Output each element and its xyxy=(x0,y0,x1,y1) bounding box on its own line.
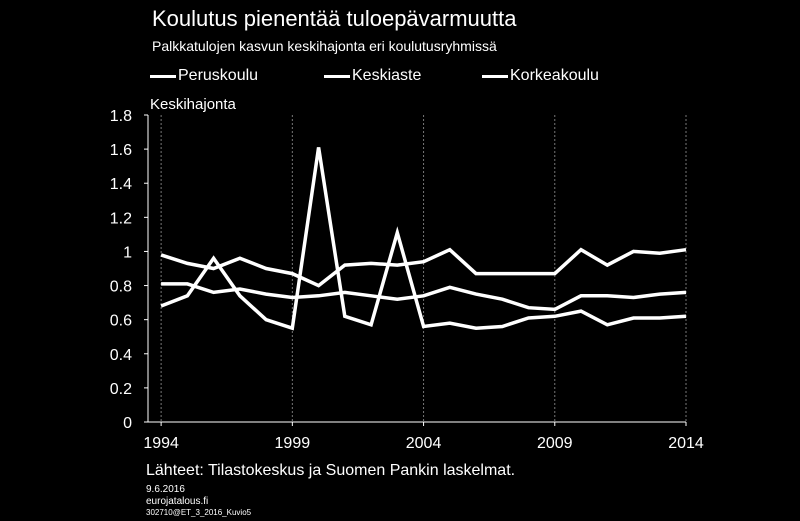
y-tick-label-1: 1 xyxy=(123,244,132,261)
legend-item-peruskoulu: Peruskoulu xyxy=(150,67,258,85)
figure-code: 302710@ET_3_2016_Kuvio5 xyxy=(146,508,252,517)
x-tick-label-2009: 2009 xyxy=(537,435,573,452)
legend-label-keskiaste: Keskiaste xyxy=(352,67,422,84)
publish-date: 9.6.2016 xyxy=(146,484,185,495)
site-name: eurojatalous.fi xyxy=(146,496,209,507)
y-axis-label: Keskihajonta xyxy=(150,96,236,113)
x-tick-label-2014: 2014 xyxy=(668,435,704,452)
x-tick-label-1994: 1994 xyxy=(143,435,179,452)
series-line-keskiaste xyxy=(161,282,687,312)
chart-subtitle: Palkkatulojen kasvun keskihajonta eri ko… xyxy=(152,38,497,54)
grid-lines xyxy=(160,115,687,422)
y-tick-label-0.2: 0.2 xyxy=(110,381,132,398)
legend-swatch-korkeakoulu xyxy=(482,74,508,78)
legend-swatch-keskiaste xyxy=(324,74,350,78)
chart-title: Koulutus pienentää tuloepävarmuutta xyxy=(152,6,517,31)
y-tick-label-0.4: 0.4 xyxy=(110,347,132,364)
y-tick-label-1.6: 1.6 xyxy=(110,142,132,159)
y-tick-label-0.6: 0.6 xyxy=(110,313,132,330)
legend-item-korkeakoulu: Korkeakoulu xyxy=(482,67,599,85)
legend-swatch-peruskoulu xyxy=(150,74,176,78)
source-note: Lähteet: Tilastokeskus ja Suomen Pankin … xyxy=(146,462,516,479)
series-line-korkeakoulu xyxy=(160,147,687,331)
y-tick-label-0.8: 0.8 xyxy=(110,279,132,296)
y-tick-label-1.8: 1.8 xyxy=(110,108,132,125)
series-line-peruskoulu xyxy=(160,247,687,288)
axes xyxy=(144,114,687,426)
series-lines xyxy=(160,147,687,331)
y-tick-label-1.2: 1.2 xyxy=(110,210,132,227)
legend-label-peruskoulu: Peruskoulu xyxy=(178,67,259,84)
y-tick-label-1.4: 1.4 xyxy=(110,176,132,193)
x-tick-label-1999: 1999 xyxy=(275,435,311,452)
x-tick-label-2004: 2004 xyxy=(406,435,442,452)
legend-label-korkeakoulu: Korkeakoulu xyxy=(510,67,599,84)
x-tick-labels: 1994 1999 2004 2009 2014 xyxy=(143,435,704,452)
legend-item-keskiaste: Keskiaste xyxy=(324,67,421,85)
y-tick-labels: 0 0.2 0.4 0.6 0.8 1 1.2 1.4 1.6 1.8 xyxy=(110,108,132,432)
y-tick-label-0: 0 xyxy=(123,415,132,432)
legend: Peruskoulu Keskiaste Korkeakoulu xyxy=(150,67,750,89)
